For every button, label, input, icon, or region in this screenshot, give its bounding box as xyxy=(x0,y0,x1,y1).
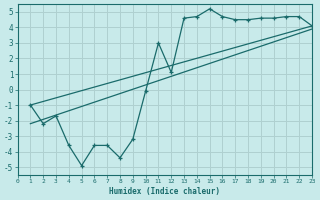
X-axis label: Humidex (Indice chaleur): Humidex (Indice chaleur) xyxy=(109,187,220,196)
